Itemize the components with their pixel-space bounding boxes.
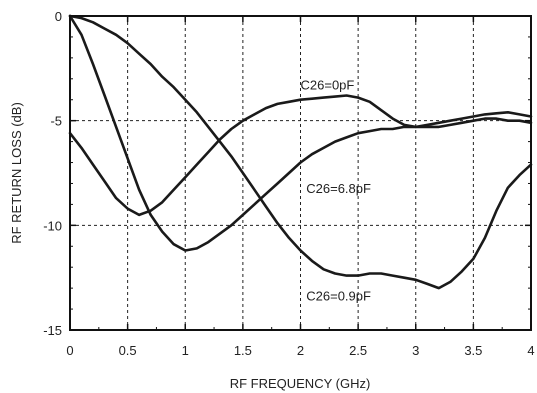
series-line-c26-6-8pf [68, 14, 533, 252]
x-axis-title: RF FREQUENCY (GHz) [230, 376, 371, 391]
grid-lines [70, 16, 531, 330]
x-tick-label: 0.5 [119, 343, 137, 358]
x-tick-label: 1.5 [234, 343, 252, 358]
x-tick-label: 2.5 [349, 343, 367, 358]
y-tick-label: 0 [55, 9, 62, 24]
x-axis-ticks: 0 0.5 1 1.5 2 2.5 3 3.5 4 [66, 16, 535, 358]
series-line-c26-0-9pf [68, 14, 533, 290]
y-tick-label: -15 [43, 323, 62, 338]
y-tick-label: -10 [43, 218, 62, 233]
x-tick-label: 3.5 [464, 343, 482, 358]
x-tick-label: 2 [297, 343, 304, 358]
x-tick-label: 4 [527, 343, 534, 358]
x-tick-label: 1 [182, 343, 189, 358]
series-annotation-label: C26=0.9pF [306, 289, 371, 304]
y-axis-ticks: 0 -5 -10 -15 [43, 9, 531, 338]
y-tick-label: -5 [50, 114, 62, 129]
series-lines [68, 14, 533, 290]
x-tick-label: 3 [412, 343, 419, 358]
series-annotation-label: C26=6.8pF [306, 181, 371, 196]
series-annotation-label: C26=0pF [301, 77, 355, 92]
series-line-c26-0pf [68, 94, 533, 217]
y-axis-title: RF RETURN LOSS (dB) [9, 102, 24, 244]
series-annotations: C26=0pF C26=6.8pF C26=0.9pF [301, 77, 372, 303]
x-tick-label: 0 [66, 343, 73, 358]
